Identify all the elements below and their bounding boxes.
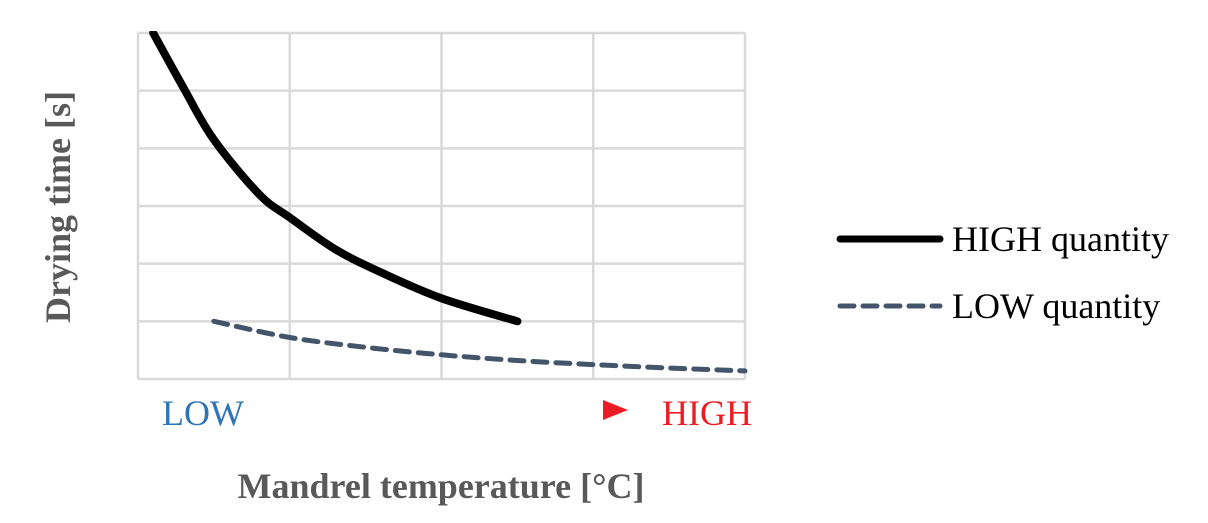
series-line-high-quantity — [149, 31, 522, 326]
legend: HIGH quantity LOW quantity — [836, 219, 1169, 326]
legend-item-high-quantity: HIGH quantity — [836, 219, 1169, 259]
arrow-head-icon — [603, 400, 628, 420]
gridlines — [136, 31, 747, 381]
legend-label-low-quantity: LOW quantity — [952, 286, 1160, 326]
series-line-low-quantity — [211, 318, 748, 374]
legend-item-low-quantity: LOW quantity — [837, 286, 1160, 326]
y-axis-title: Drying time [s] — [38, 91, 78, 323]
legend-label-high-quantity: HIGH quantity — [952, 219, 1169, 259]
x-axis-title: Mandrel temperature [°C] — [238, 466, 645, 506]
plot-series — [149, 31, 748, 374]
x-axis-low-label: LOW — [162, 393, 244, 433]
x-axis-high-label: HIGH — [662, 393, 752, 433]
x-axis-direction-arrow — [276, 400, 628, 420]
